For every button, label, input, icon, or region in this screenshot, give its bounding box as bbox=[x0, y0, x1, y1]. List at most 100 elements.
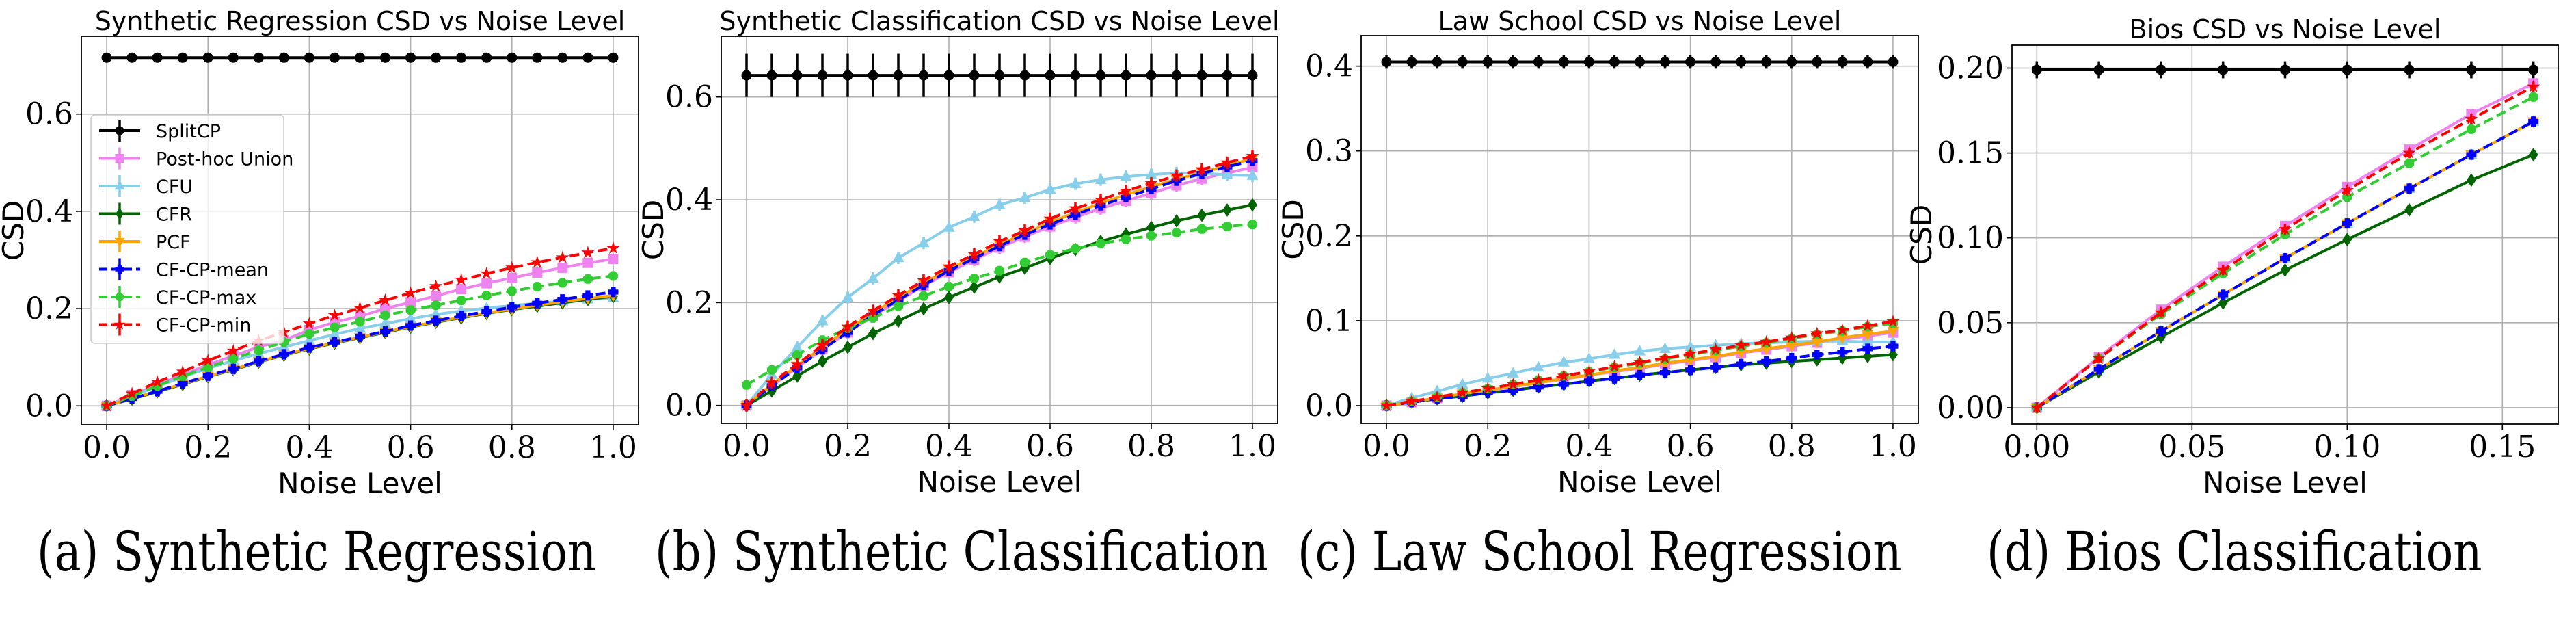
legend-item: CF-CP-mean bbox=[99, 258, 269, 281]
data-point bbox=[1633, 355, 1647, 368]
data-point bbox=[790, 357, 804, 370]
data-point bbox=[969, 280, 979, 294]
series-cf-cp-mean bbox=[2031, 116, 2539, 413]
data-point bbox=[254, 345, 264, 356]
ytick-label: 0.0 bbox=[25, 389, 73, 423]
xtick-label: 0.4 bbox=[285, 430, 333, 465]
data-point bbox=[557, 262, 568, 273]
series-group bbox=[740, 53, 1259, 412]
data-point bbox=[405, 52, 416, 63]
xtick-label: 0.2 bbox=[1464, 429, 1512, 464]
series-line bbox=[2036, 153, 2534, 409]
x-axis-label: Noise Level bbox=[2203, 466, 2367, 499]
data-point bbox=[1633, 345, 1646, 356]
data-point bbox=[1583, 56, 1594, 67]
data-point bbox=[431, 291, 442, 302]
data-point bbox=[968, 210, 980, 221]
legend-label: PCF bbox=[156, 232, 191, 253]
data-point bbox=[1146, 70, 1157, 81]
data-point bbox=[1785, 330, 1799, 343]
series-group bbox=[2030, 61, 2540, 415]
xtick-label: 0.0 bbox=[83, 430, 131, 465]
data-point bbox=[967, 247, 981, 260]
data-point bbox=[507, 302, 518, 313]
data-point bbox=[1583, 376, 1594, 386]
xtick-label: 0.15 bbox=[2469, 430, 2536, 464]
series-line bbox=[106, 246, 614, 408]
data-point bbox=[2030, 400, 2043, 414]
legend-marker-icon bbox=[115, 265, 124, 274]
data-point bbox=[202, 370, 213, 381]
data-point bbox=[380, 311, 390, 320]
data-point bbox=[1558, 379, 1569, 390]
data-point bbox=[792, 70, 803, 81]
data-point bbox=[1810, 326, 1824, 339]
data-point bbox=[891, 288, 905, 301]
data-point bbox=[1608, 348, 1621, 359]
data-point bbox=[969, 70, 980, 81]
data-point bbox=[1888, 347, 1898, 362]
axes-frame bbox=[1360, 35, 1919, 424]
legend-label: CFU bbox=[156, 176, 193, 198]
data-point bbox=[1381, 56, 1392, 67]
data-point bbox=[177, 52, 188, 63]
data-point bbox=[2218, 64, 2229, 75]
ytick-label: 0.4 bbox=[25, 194, 73, 229]
chart-panel-a: 0.0 0.2 0.4 0.6 0.8 1.0 0.0 0.2 0.4 0.6 Synthetic … bbox=[0, 6, 639, 500]
data-point bbox=[1582, 365, 1596, 378]
data-point bbox=[2093, 64, 2104, 75]
data-point bbox=[1069, 177, 1082, 188]
data-point bbox=[1222, 203, 1232, 218]
data-point bbox=[2218, 289, 2229, 300]
data-point bbox=[2280, 64, 2290, 75]
data-point bbox=[1609, 56, 1620, 67]
data-point bbox=[1146, 231, 1156, 241]
ytick-label: 0.1 bbox=[1305, 304, 1353, 339]
data-point bbox=[557, 278, 567, 288]
data-point bbox=[1121, 70, 1131, 81]
x-axis-label: Noise Level bbox=[278, 467, 442, 500]
data-point bbox=[2465, 111, 2478, 125]
data-point bbox=[557, 52, 568, 63]
data-point bbox=[125, 386, 139, 399]
data-point bbox=[816, 314, 829, 326]
data-point bbox=[740, 398, 753, 411]
data-point bbox=[480, 266, 494, 280]
data-point bbox=[1430, 390, 1444, 403]
data-point bbox=[1095, 173, 1107, 184]
data-point bbox=[1888, 56, 1899, 67]
data-point bbox=[481, 52, 492, 63]
data-point bbox=[278, 52, 289, 63]
data-point bbox=[765, 376, 779, 389]
data-point bbox=[1171, 70, 1182, 81]
data-point bbox=[380, 326, 391, 337]
data-point bbox=[532, 298, 543, 309]
data-point bbox=[2280, 263, 2290, 277]
data-point bbox=[608, 52, 619, 63]
legend-marker-icon bbox=[114, 237, 125, 248]
data-point bbox=[1812, 350, 1823, 360]
data-point bbox=[355, 52, 365, 63]
data-point bbox=[818, 354, 827, 369]
data-point bbox=[894, 314, 903, 328]
data-point bbox=[944, 282, 954, 291]
data-point bbox=[943, 70, 954, 81]
data-point bbox=[1760, 334, 1773, 348]
legend-marker-icon bbox=[115, 154, 124, 163]
data-point bbox=[101, 52, 112, 63]
data-point bbox=[1761, 56, 1772, 67]
data-point bbox=[557, 294, 568, 305]
legend-label: CFR bbox=[156, 205, 192, 226]
data-point bbox=[919, 302, 928, 316]
y-axis-label: CSD bbox=[0, 200, 30, 261]
legend-item: Post-hoc Union bbox=[99, 147, 293, 170]
data-point bbox=[1248, 220, 1257, 230]
data-point bbox=[2404, 202, 2414, 217]
data-point bbox=[843, 340, 853, 354]
series-splitcp bbox=[101, 52, 619, 63]
data-point bbox=[894, 301, 903, 311]
data-point bbox=[456, 311, 467, 322]
data-point bbox=[1222, 70, 1233, 81]
data-point bbox=[2528, 64, 2539, 75]
data-point bbox=[917, 236, 930, 248]
